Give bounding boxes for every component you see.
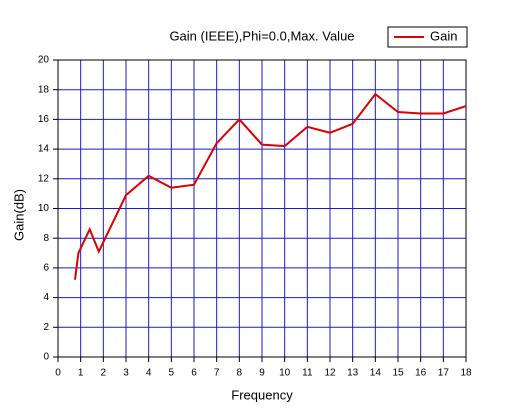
x-tick-label: 17 <box>438 368 450 379</box>
x-tick-label: 6 <box>191 368 197 379</box>
x-tick-label: 9 <box>259 368 265 379</box>
x-tick-label: 7 <box>214 368 220 379</box>
plot-frame <box>57 59 467 358</box>
x-tick-label: 0 <box>55 368 61 379</box>
y-tick-label: 20 <box>38 55 50 66</box>
y-tick-label: 12 <box>38 173 50 184</box>
y-tick-label: 16 <box>38 114 50 125</box>
x-tick-label: 3 <box>123 368 129 379</box>
x-tick-label: 15 <box>392 368 404 379</box>
y-axis-label: Gain(dB) <box>11 189 26 241</box>
y-tick-label: 4 <box>43 292 49 303</box>
x-tick-label: 2 <box>101 368 107 379</box>
y-tick-label: 18 <box>38 84 50 95</box>
x-tick-label: 1 <box>78 368 84 379</box>
x-tick-label: 13 <box>347 368 359 379</box>
x-tick-label: 14 <box>370 368 382 379</box>
x-axis-label: Frequency <box>231 387 293 402</box>
data-line <box>74 92 467 280</box>
x-tick-label: 8 <box>237 368 243 379</box>
y-tick-label: 14 <box>38 144 50 155</box>
y-tick-label: 2 <box>43 322 49 333</box>
x-tick-label: 16 <box>415 368 427 379</box>
y-tick-label: 0 <box>43 352 49 363</box>
x-tick-label: 18 <box>460 368 472 379</box>
x-tick-label: 4 <box>146 368 152 379</box>
y-tick-label: 8 <box>43 233 49 244</box>
legend-box <box>387 26 468 48</box>
x-tick-label: 10 <box>279 368 291 379</box>
y-tick-label: 6 <box>43 263 49 274</box>
x-tick-label: 12 <box>324 368 336 379</box>
x-tick-label: 11 <box>302 368 313 379</box>
chart-title: Gain (IEEE),Phi=0.0,Max. Value <box>169 28 354 43</box>
legend-label: Gain <box>430 28 457 43</box>
x-tick-label: 5 <box>169 368 175 379</box>
y-tick-label: 10 <box>38 203 50 214</box>
